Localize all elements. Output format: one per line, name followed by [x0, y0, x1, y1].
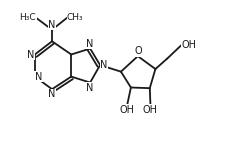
Text: O: O	[134, 46, 142, 56]
Text: CH₃: CH₃	[67, 13, 84, 22]
Text: N: N	[35, 72, 42, 82]
Text: N: N	[48, 89, 56, 99]
Text: N: N	[100, 60, 107, 70]
Text: N: N	[86, 39, 94, 49]
Text: H₃C: H₃C	[20, 13, 36, 22]
Text: OH: OH	[143, 105, 158, 115]
Text: N: N	[86, 83, 94, 93]
Text: N: N	[27, 49, 35, 59]
Text: N: N	[48, 20, 56, 30]
Text: OH: OH	[181, 40, 196, 50]
Text: OH: OH	[120, 105, 135, 115]
